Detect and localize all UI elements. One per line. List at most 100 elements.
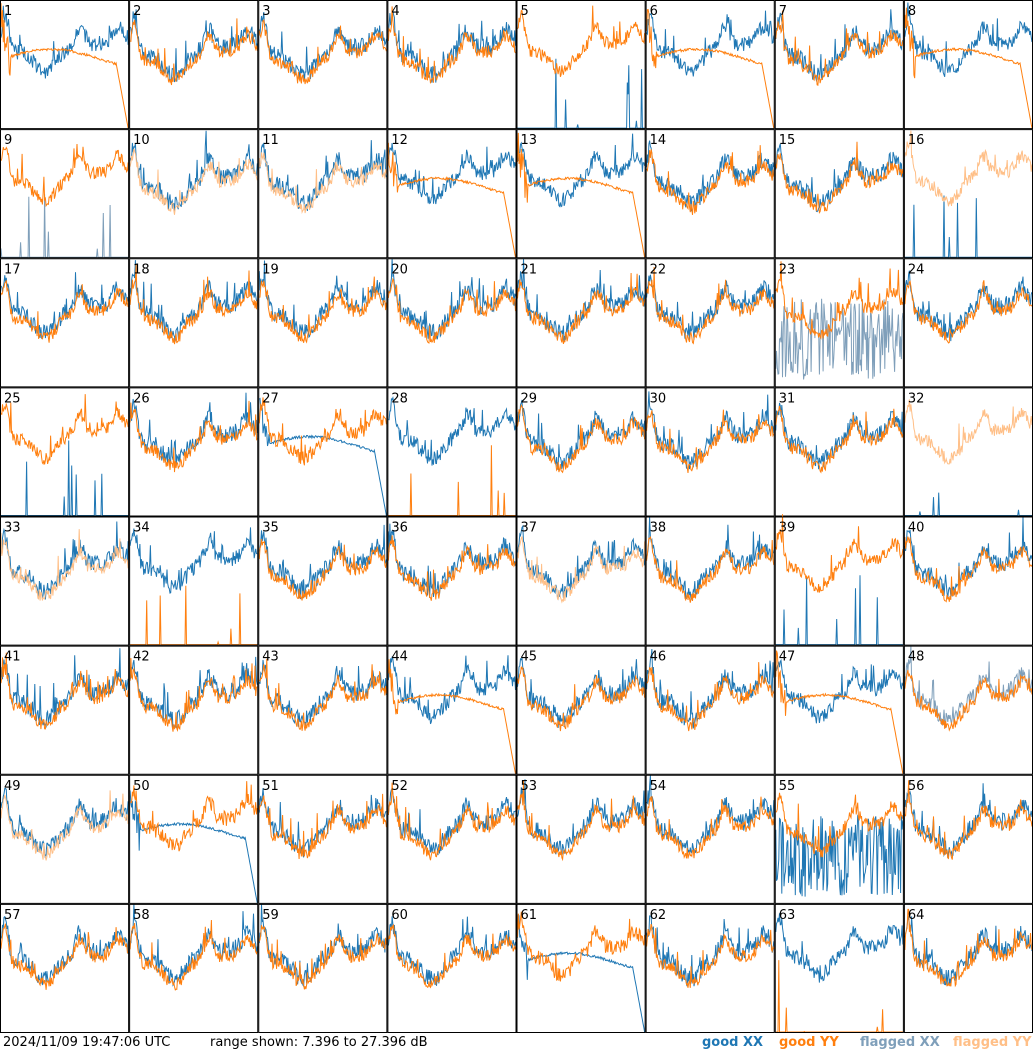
panel-label: 9 bbox=[4, 133, 12, 148]
panel-label: 30 bbox=[650, 391, 667, 406]
series-xx-line bbox=[775, 575, 903, 646]
panel-label: 51 bbox=[262, 779, 279, 794]
panel-5: 5 bbox=[516, 0, 646, 130]
panel-34: 34 bbox=[129, 516, 259, 646]
panel-61: 61 bbox=[516, 903, 646, 1033]
series-xx-line bbox=[258, 788, 387, 858]
panel-label: 44 bbox=[391, 650, 408, 665]
series-yy-line bbox=[0, 652, 129, 730]
series-yy-line bbox=[258, 539, 387, 601]
panel-border bbox=[0, 645, 130, 775]
series-yy-line bbox=[387, 659, 516, 774]
panel-label: 23 bbox=[779, 262, 796, 277]
panel-32: 32 bbox=[903, 387, 1033, 517]
panel-border bbox=[0, 0, 130, 130]
panel-label: 34 bbox=[133, 521, 150, 536]
panel-label: 10 bbox=[133, 133, 150, 148]
panel-border bbox=[774, 903, 904, 1033]
panel-border bbox=[258, 903, 388, 1033]
series-yy-line bbox=[646, 535, 775, 603]
panel-border bbox=[129, 0, 259, 130]
panel-border bbox=[516, 258, 646, 388]
series-xx-line bbox=[129, 9, 258, 83]
series-yy-line bbox=[129, 781, 258, 852]
panel-border bbox=[129, 774, 259, 904]
panel-label: 13 bbox=[521, 133, 538, 148]
panel-border bbox=[645, 645, 775, 775]
panel-48: 48 bbox=[903, 645, 1033, 775]
panel-29: 29 bbox=[516, 387, 646, 517]
panel-53: 53 bbox=[516, 774, 646, 904]
panel-18: 18 bbox=[129, 258, 259, 388]
panel-border bbox=[774, 645, 904, 775]
panel-label: 58 bbox=[133, 908, 150, 923]
panel-20: 20 bbox=[387, 258, 517, 388]
series-yy-line bbox=[387, 924, 516, 989]
series-yy-line bbox=[258, 925, 387, 990]
series-xx-line bbox=[775, 913, 904, 983]
panel-15: 15 bbox=[774, 129, 904, 259]
series-yy-line bbox=[0, 394, 129, 466]
panel-label: 22 bbox=[650, 262, 667, 277]
panel-label: 29 bbox=[521, 391, 538, 406]
series-xx-line bbox=[0, 5, 129, 79]
panel-border bbox=[387, 387, 517, 517]
series-xx-line bbox=[904, 516, 1033, 599]
series-yy-line bbox=[387, 142, 516, 258]
panel-label: 32 bbox=[908, 391, 925, 406]
panel-62: 62 bbox=[645, 903, 775, 1033]
series-yy-line bbox=[0, 923, 129, 990]
panel-64: 64 bbox=[903, 903, 1033, 1033]
panel-border bbox=[258, 516, 388, 646]
series-yy-line bbox=[775, 10, 904, 86]
series-yy-line bbox=[0, 529, 129, 601]
series-yy-line bbox=[904, 536, 1033, 603]
footer: 2024/11/09 19:47:06 UTC range shown: 7.3… bbox=[0, 1033, 1033, 1053]
panel-border bbox=[258, 258, 388, 388]
series-yy-line bbox=[0, 3, 129, 129]
panel-57: 57 bbox=[0, 903, 130, 1033]
panel-label: 60 bbox=[391, 908, 408, 923]
panel-label: 15 bbox=[779, 133, 796, 148]
series-yy-line bbox=[129, 18, 258, 86]
series-yy-line bbox=[258, 658, 387, 731]
panel-label: 26 bbox=[133, 391, 150, 406]
panel-border bbox=[516, 903, 646, 1033]
panel-label: 49 bbox=[4, 779, 21, 794]
panel-35: 35 bbox=[258, 516, 388, 646]
series-yy-line bbox=[517, 536, 646, 604]
series-yy-line bbox=[258, 19, 387, 85]
timestamp: 2024/11/09 19:47:06 UTC bbox=[3, 1035, 171, 1050]
panel-17: 17 bbox=[0, 258, 130, 388]
panel-border bbox=[0, 774, 130, 904]
panel-label: 48 bbox=[908, 650, 925, 665]
panel-52: 52 bbox=[387, 774, 517, 904]
panel-label: 59 bbox=[262, 908, 279, 923]
panel-border bbox=[774, 0, 904, 130]
series-yy-line bbox=[258, 397, 387, 466]
panel-label: 40 bbox=[908, 521, 925, 536]
panel-2: 2 bbox=[129, 0, 259, 130]
series-yy-line bbox=[517, 132, 646, 258]
panel-border bbox=[516, 129, 646, 259]
panel-label: 50 bbox=[133, 779, 150, 794]
panel-border bbox=[0, 516, 130, 646]
panel-label: 42 bbox=[133, 650, 150, 665]
panel-border bbox=[258, 645, 388, 775]
panel-label: 1 bbox=[4, 4, 12, 19]
panel-border bbox=[387, 129, 517, 259]
panel-border bbox=[387, 645, 517, 775]
panel-border bbox=[774, 129, 904, 259]
panel-border bbox=[645, 0, 775, 130]
series-yy-line bbox=[646, 923, 775, 988]
legend-flagged-yy: flagged YY bbox=[953, 1035, 1032, 1050]
series-xx-line bbox=[775, 9, 904, 82]
panel-19: 19 bbox=[258, 258, 388, 388]
panel-border bbox=[774, 516, 904, 646]
series-xx-line bbox=[775, 143, 904, 213]
panel-51: 51 bbox=[258, 774, 388, 904]
panel-label: 63 bbox=[779, 908, 796, 923]
panel-45: 45 bbox=[516, 645, 646, 775]
series-xx-line bbox=[387, 143, 516, 205]
series-yy-line bbox=[775, 514, 904, 593]
